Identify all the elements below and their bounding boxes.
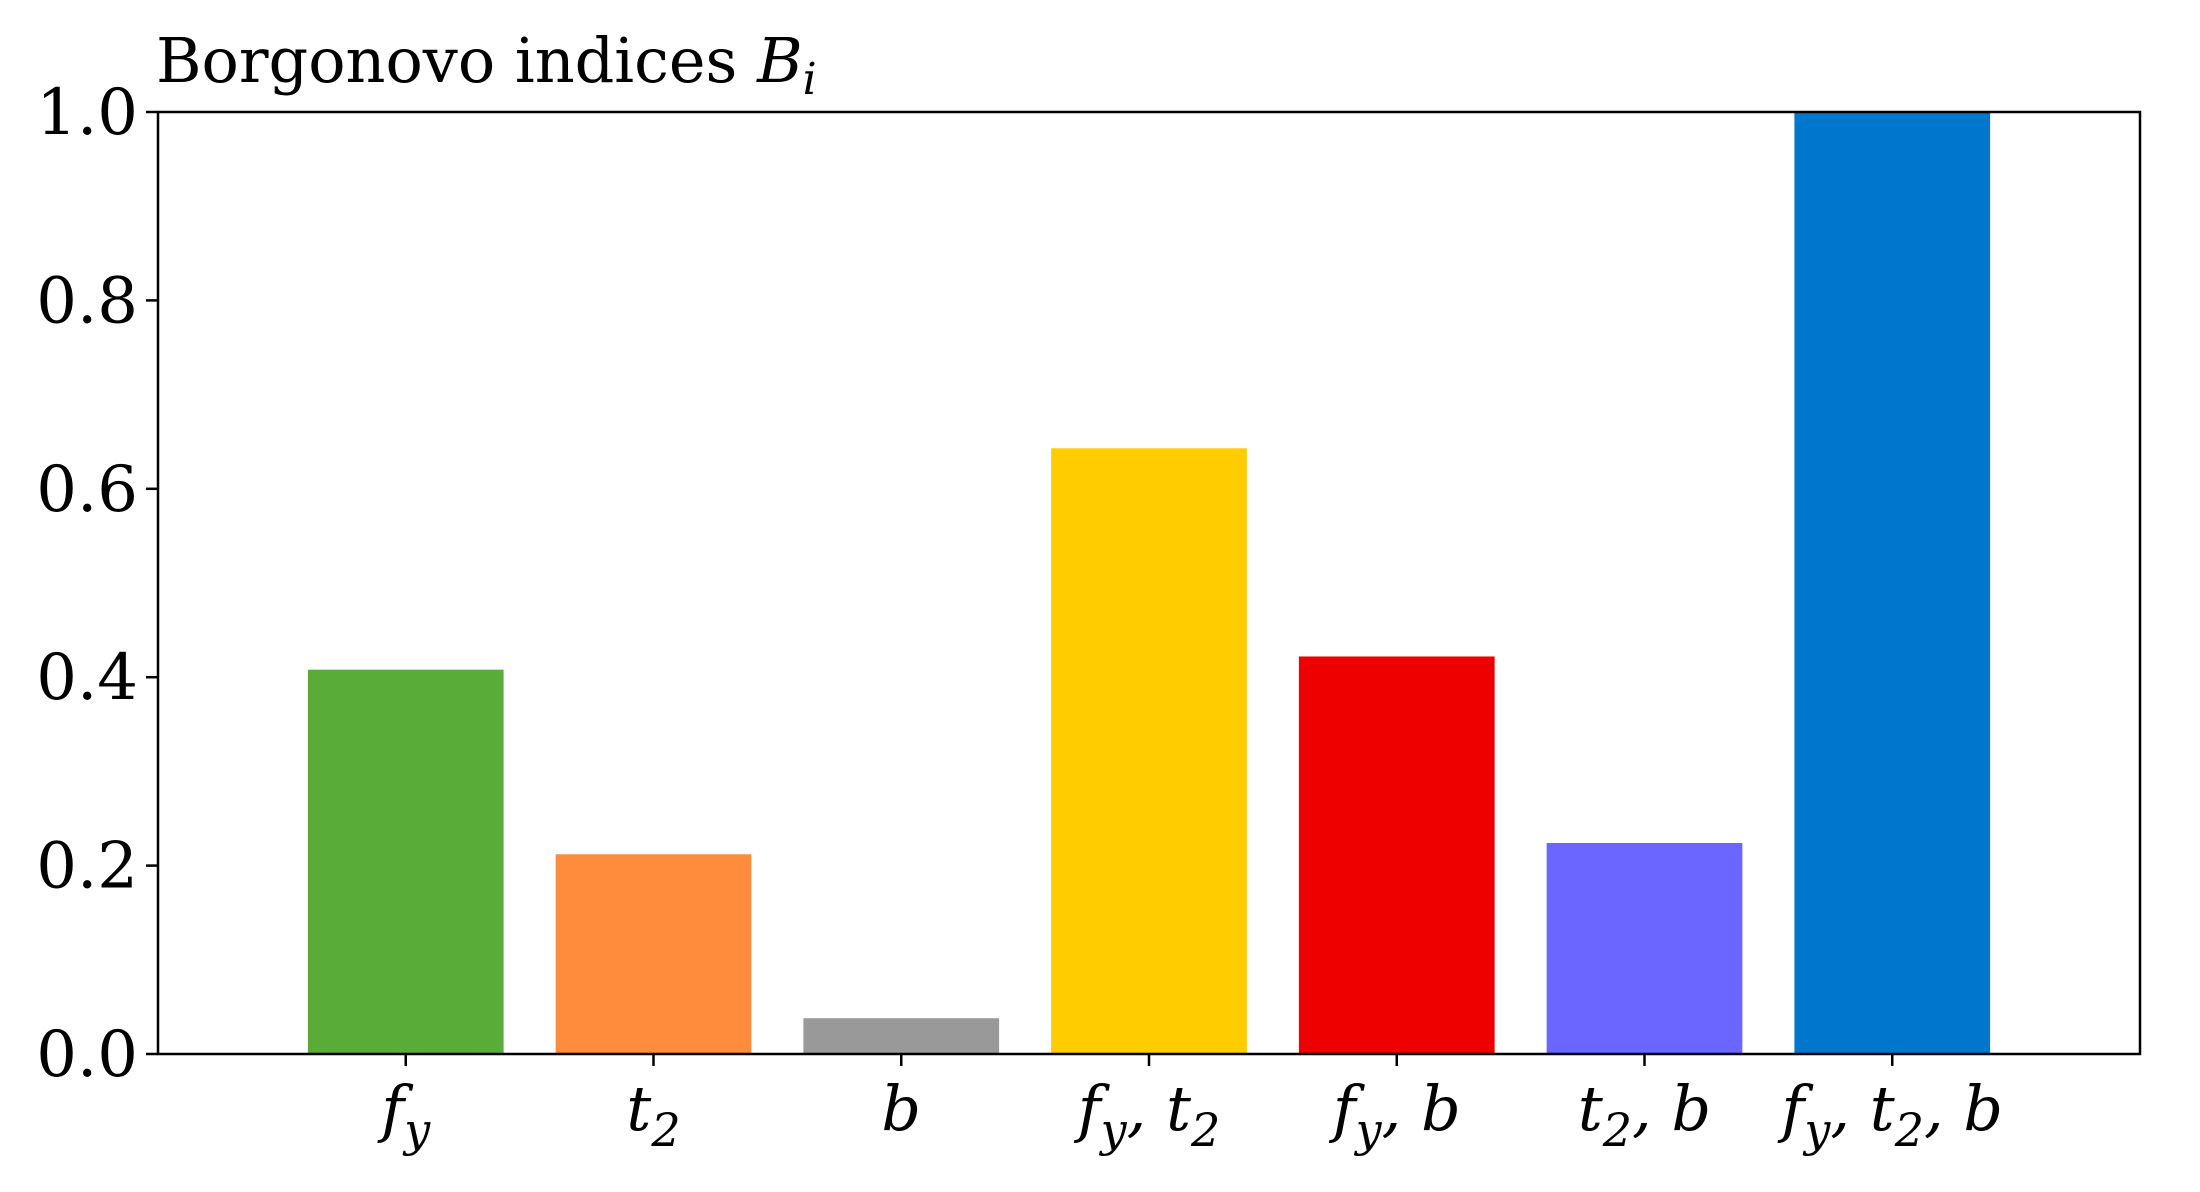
bar-3 xyxy=(1051,448,1247,1054)
bar-6 xyxy=(1794,112,1991,1054)
plot-frame xyxy=(156,110,2142,1056)
y-tick-label-1: 0.2 xyxy=(36,830,138,904)
x-tick-label-0: fy xyxy=(377,1072,431,1157)
chart-title: Borgonovo indices Bi xyxy=(156,24,817,105)
y-tick-label-4: 0.8 xyxy=(36,264,138,338)
chart-title-text: Borgonovo indices xyxy=(156,24,737,97)
y-tick-label-5: 1.0 xyxy=(36,76,138,150)
chart-title-math: B xyxy=(756,24,803,97)
chart-title-math-sub: i xyxy=(803,54,817,105)
x-tick-label-1: t2 xyxy=(626,1072,680,1157)
x-tick-label-3: fy, t2 xyxy=(1074,1072,1221,1157)
x-tick-label-6: fy, t2, b xyxy=(1777,1072,2003,1157)
bars-group xyxy=(307,112,1991,1054)
x-tick-label-4: fy, b xyxy=(1329,1072,1461,1157)
bar-1 xyxy=(555,854,752,1054)
bar-0 xyxy=(307,669,504,1054)
y-axis: 0.0 0.2 0.4 0.6 0.8 1.0 xyxy=(36,76,158,1092)
bar-4 xyxy=(1298,656,1495,1054)
x-axis: fy t2 b fy, t2 fy, b t2, b fy, t2, b xyxy=(377,1054,2003,1157)
x-tick-label-5: t2, b xyxy=(1578,1072,1711,1157)
y-tick-label-3: 0.6 xyxy=(36,453,138,527)
bar-5 xyxy=(1546,842,1743,1054)
bar-2 xyxy=(803,1018,1000,1054)
x-tick-label-2: b xyxy=(881,1072,921,1145)
y-tick-label-2: 0.4 xyxy=(36,641,138,715)
y-tick-label-0: 0.0 xyxy=(36,1018,138,1092)
